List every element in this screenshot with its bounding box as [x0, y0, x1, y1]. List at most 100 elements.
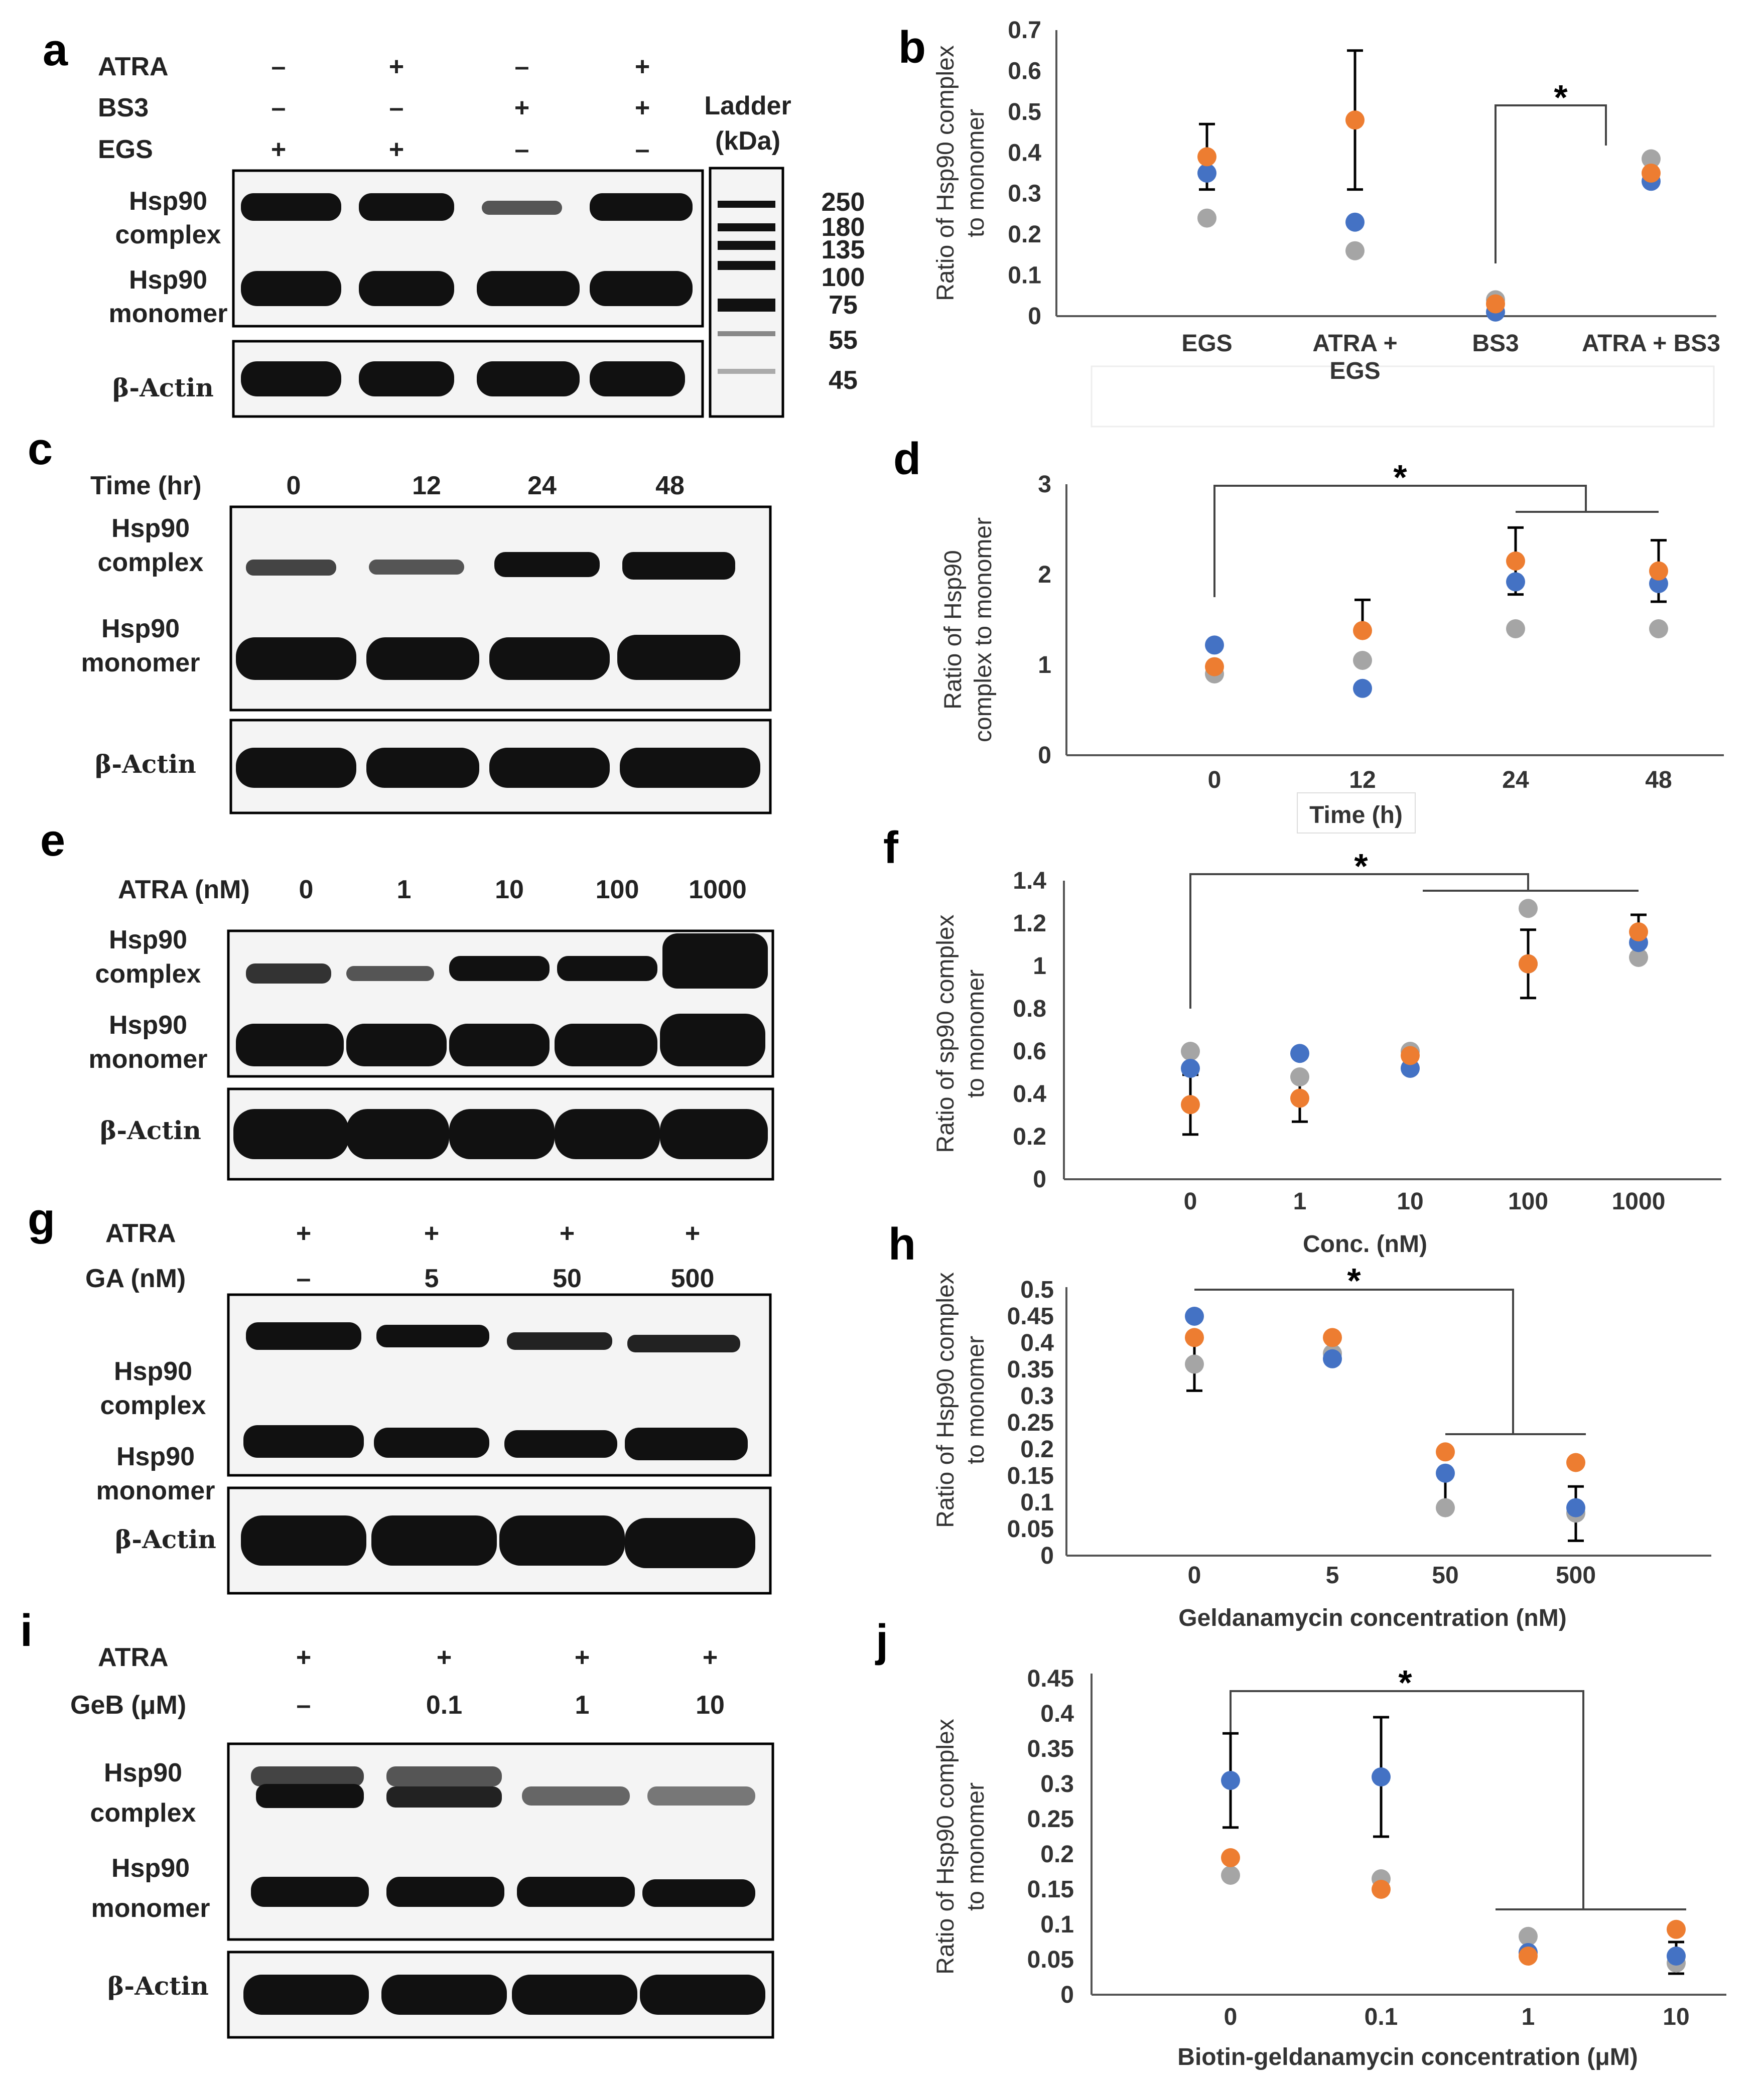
ladder-unit: (kDa) [715, 126, 780, 156]
band [233, 1109, 349, 1159]
data-point-series1 [1205, 635, 1224, 655]
band [386, 1786, 502, 1808]
lane-value: 0 [287, 471, 301, 500]
x-tick-label: 48 [1645, 767, 1672, 793]
panel-label-b: b [898, 23, 926, 73]
band [246, 963, 331, 984]
ladder-mark: 100 [822, 263, 865, 292]
y-tick-label: 0.3 [1008, 181, 1041, 207]
lane-value: 100 [596, 875, 639, 904]
panel-label-e: e [40, 815, 65, 866]
lane-value: 24 [527, 471, 557, 500]
data-point-series1 [1353, 678, 1372, 698]
panel-label-j: j [875, 1616, 888, 1666]
ladder-band [718, 369, 775, 374]
row-label-atra: ATRA [105, 1219, 176, 1248]
lane-value: + [437, 1643, 452, 1672]
x-tick-label: EGS [1181, 330, 1232, 357]
chart-f: Conc. (nM) Ratio of sp90 complex to mono… [932, 847, 1721, 1258]
y-tick-label: 1 [1033, 953, 1046, 980]
data-point-series3 [1642, 149, 1661, 169]
actin-label: β-Actin [115, 1525, 216, 1554]
actin-label: β-Actin [100, 1116, 201, 1145]
lane-value: 10 [495, 875, 524, 904]
y-axis-label: Ratio of Hsp90 complex [932, 1719, 959, 1975]
x-tick-label: BS3 [1472, 330, 1519, 357]
y-tick-label: 0 [1040, 1543, 1054, 1569]
data-point-series2 [1323, 1328, 1342, 1347]
lane-value: – [515, 52, 529, 81]
data-point-series2 [1506, 551, 1525, 571]
x-tick-label: 10 [1663, 2004, 1689, 2030]
band [243, 1975, 369, 2015]
data-point-series2 [1566, 1453, 1585, 1472]
data-point-series2 [1290, 1088, 1309, 1108]
x-tick-label: 1 [1522, 2004, 1535, 2030]
band [241, 193, 341, 221]
monomer-label: monomer [96, 1476, 215, 1505]
band [366, 637, 479, 680]
data-point-series2 [1436, 1442, 1455, 1462]
lane-value: – [297, 1691, 311, 1720]
data-point-series2 [1353, 621, 1372, 640]
lane-value: + [296, 1643, 311, 1672]
band [241, 361, 341, 396]
lane-value: – [515, 135, 529, 164]
data-point-series1 [1290, 1044, 1309, 1063]
band [517, 1877, 635, 1907]
ladder-mark: 135 [822, 235, 865, 264]
ladder-mark: 45 [829, 366, 858, 395]
band [504, 1430, 617, 1458]
actin-label: β-Actin [95, 749, 196, 779]
band [477, 361, 580, 396]
band [346, 966, 434, 981]
band [236, 637, 356, 680]
lane-value: 0 [299, 875, 314, 904]
data-point-series3 [1221, 1866, 1240, 1885]
x-axis-label: Time (h) [1309, 802, 1403, 828]
complex-label: Hsp90 [104, 1758, 182, 1787]
band [386, 1877, 504, 1907]
y-tick-label: 0 [1038, 742, 1051, 769]
data-point-series2 [1185, 1328, 1204, 1347]
data-point-series3 [1629, 948, 1648, 967]
band [346, 1109, 449, 1159]
y-tick-label: 0.15 [1007, 1463, 1054, 1489]
band [617, 635, 740, 680]
chart-j: Biotin-geldanamycin concentration (μM) R… [932, 1663, 1726, 2070]
y-axis-label: Ratio of sp90 complex [932, 915, 959, 1153]
y-tick-label: 1.4 [1013, 868, 1046, 894]
chart-b: Ratio of Hsp90 complex to monomer * 0 0.1… [932, 17, 1720, 428]
y-tick-label: 1 [1038, 652, 1051, 678]
complex-label: Hsp90 [109, 925, 187, 954]
chart-d: Time (h) Ratio of Hsp90 complex to monom… [940, 458, 1724, 834]
data-point-series1 [1667, 1947, 1686, 1966]
ladder-band [718, 223, 775, 231]
band [449, 1109, 555, 1159]
band [243, 1425, 364, 1458]
y-tick-label: 0.45 [1007, 1303, 1054, 1330]
monomer-label: monomer [81, 648, 200, 677]
y-axis-label: to monomer [963, 1336, 989, 1464]
row-label-atra-conc: ATRA (nM) [118, 875, 250, 904]
ladder-band [718, 241, 775, 250]
panel-label-d: d [893, 434, 921, 484]
y-tick-label: 0.25 [1007, 1410, 1054, 1436]
band [507, 1332, 612, 1350]
y-tick-label: 0.05 [1027, 1947, 1074, 1973]
ladder-band [718, 201, 775, 208]
legend-box-empty [1091, 365, 1715, 428]
y-tick-label: 0.3 [1020, 1383, 1054, 1410]
band [642, 1879, 755, 1907]
band [251, 1766, 364, 1786]
data-point-series2 [1197, 147, 1216, 167]
y-tick-label: 0.4 [1040, 1701, 1074, 1727]
band [512, 1975, 637, 2015]
ladder-mark: 75 [829, 291, 858, 320]
chart-h: Geldanamycin concentration (nM) Ratio of… [932, 1261, 1711, 1631]
complex-label: complex [115, 220, 221, 249]
lane-value: + [703, 1643, 718, 1672]
ladder-title: Ladder [704, 91, 791, 120]
y-tick-label: 0.05 [1007, 1516, 1054, 1543]
